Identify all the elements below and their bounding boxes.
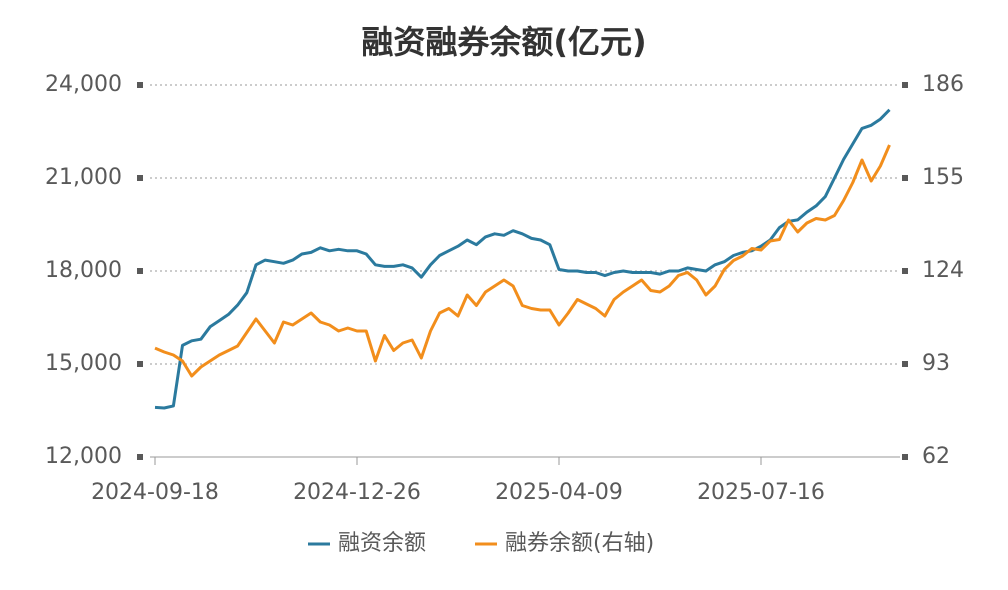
chart-title: 融资融券余额(亿元) (361, 23, 646, 61)
x-tick-label: 2025-07-16 (697, 480, 825, 505)
y-tick-label: 12,000 (45, 444, 122, 469)
y-tick-label: 18,000 (45, 258, 122, 283)
legend-label: 融资余额 (338, 531, 426, 556)
y2-tick-label: 124 (922, 258, 964, 283)
y2-tick-mark (902, 361, 908, 367)
x-tick-label: 2025-04-09 (495, 480, 623, 505)
y2-tick-mark (902, 454, 908, 460)
series-line (154, 144, 891, 378)
y2-tick-mark (902, 82, 908, 88)
y2-tick-label: 62 (922, 444, 950, 469)
legend-label: 融券余额(右轴) (505, 531, 654, 556)
y2-tick-label: 93 (922, 351, 950, 376)
y2-tick-mark (902, 268, 908, 274)
x-tick-label: 2024-12-26 (293, 480, 421, 505)
y-tick-mark (137, 268, 143, 274)
y-tick-label: 24,000 (45, 72, 122, 97)
y-tick-mark (137, 361, 143, 367)
y-tick-label: 21,000 (45, 165, 122, 190)
y2-tick-mark (902, 175, 908, 181)
y-tick-label: 15,000 (45, 351, 122, 376)
y-tick-mark (137, 175, 143, 181)
x-tick-label: 2024-09-18 (91, 480, 219, 505)
y2-tick-label: 186 (922, 72, 964, 97)
y2-tick-label: 155 (922, 165, 964, 190)
series-line (154, 108, 891, 410)
y-tick-mark (137, 82, 143, 88)
y-tick-mark (137, 454, 143, 460)
